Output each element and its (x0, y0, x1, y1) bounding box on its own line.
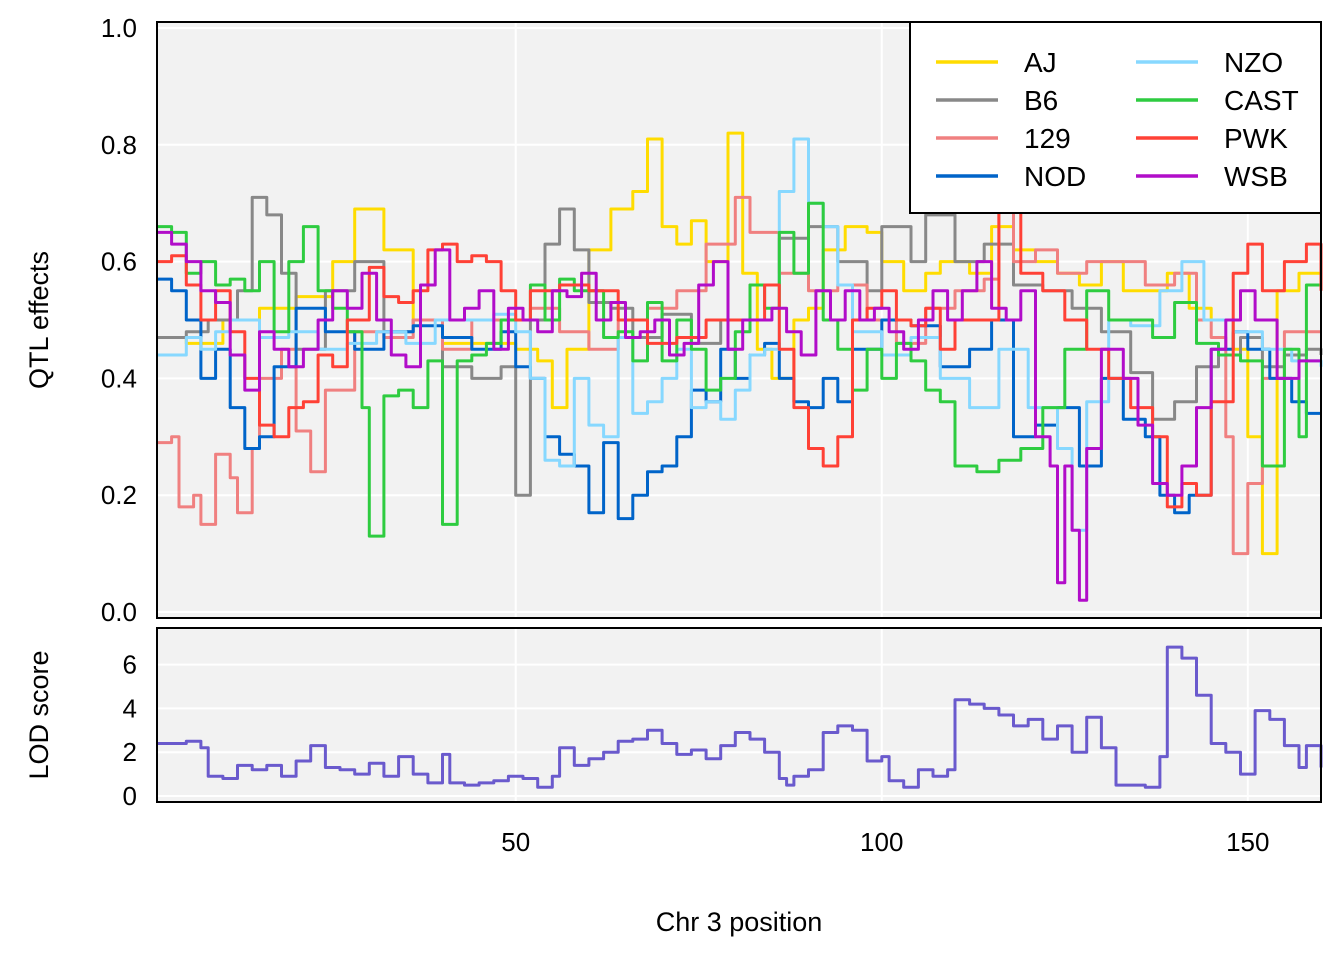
y-tick-label: 1.0 (101, 13, 137, 43)
legend-label-cast: CAST (1224, 85, 1299, 116)
x-tick-label: 150 (1226, 827, 1269, 857)
y-tick-label: 0 (123, 781, 137, 811)
y-tick-label: 4 (123, 693, 137, 723)
lod-series-lines (157, 645, 1323, 789)
series-line-lod (157, 645, 1323, 789)
y-tick-label: 0.2 (101, 480, 137, 510)
legend-label-wsb: WSB (1224, 161, 1288, 192)
y-tick-label: 0.0 (101, 597, 137, 627)
lod-gridlines (157, 628, 1321, 802)
y-tick-label: 6 (123, 650, 137, 680)
legend-box (909, 21, 1322, 214)
lod-panel: 0 2 4 6 LOD score (24, 627, 1323, 811)
series-line-nod (157, 277, 1321, 521)
y-tick-label: 0.4 (101, 363, 137, 393)
lod-y-ticks: 0 2 4 6 (123, 650, 137, 811)
effects-y-axis-title: QTL effects (24, 251, 54, 389)
y-tick-label: 2 (123, 737, 137, 767)
legend-label-aj: AJ (1024, 47, 1057, 78)
x-ticks: 50 100 150 (501, 827, 1269, 857)
lod-panel-frame (156, 627, 1322, 803)
x-axis-title: Chr 3 position (656, 907, 823, 937)
y-tick-label: 0.6 (101, 247, 137, 277)
y-tick-label: 0.8 (101, 130, 137, 160)
effects-panel-frame (156, 21, 1322, 619)
lod-y-axis-title: LOD score (24, 650, 54, 779)
effects-y-ticks: 0.0 0.2 0.4 0.6 0.8 1.0 (101, 13, 137, 627)
x-tick-label: 100 (860, 827, 903, 857)
lod-panel-background (157, 628, 1321, 802)
effects-series-lines (157, 131, 1323, 602)
series-line-wsb (157, 230, 1321, 602)
legend-label-nzo: NZO (1224, 47, 1283, 78)
legend-label-pwk: PWK (1224, 123, 1288, 154)
legend-label-129: 129 (1024, 123, 1071, 154)
x-tick-label: 50 (501, 827, 530, 857)
legend-label-b6: B6 (1024, 85, 1058, 116)
legend-label-nod: NOD (1024, 161, 1086, 192)
series-line-nzo (157, 137, 1323, 532)
legend: AJ B6 129 NOD NZO CAST PWK WSB (909, 21, 1322, 214)
